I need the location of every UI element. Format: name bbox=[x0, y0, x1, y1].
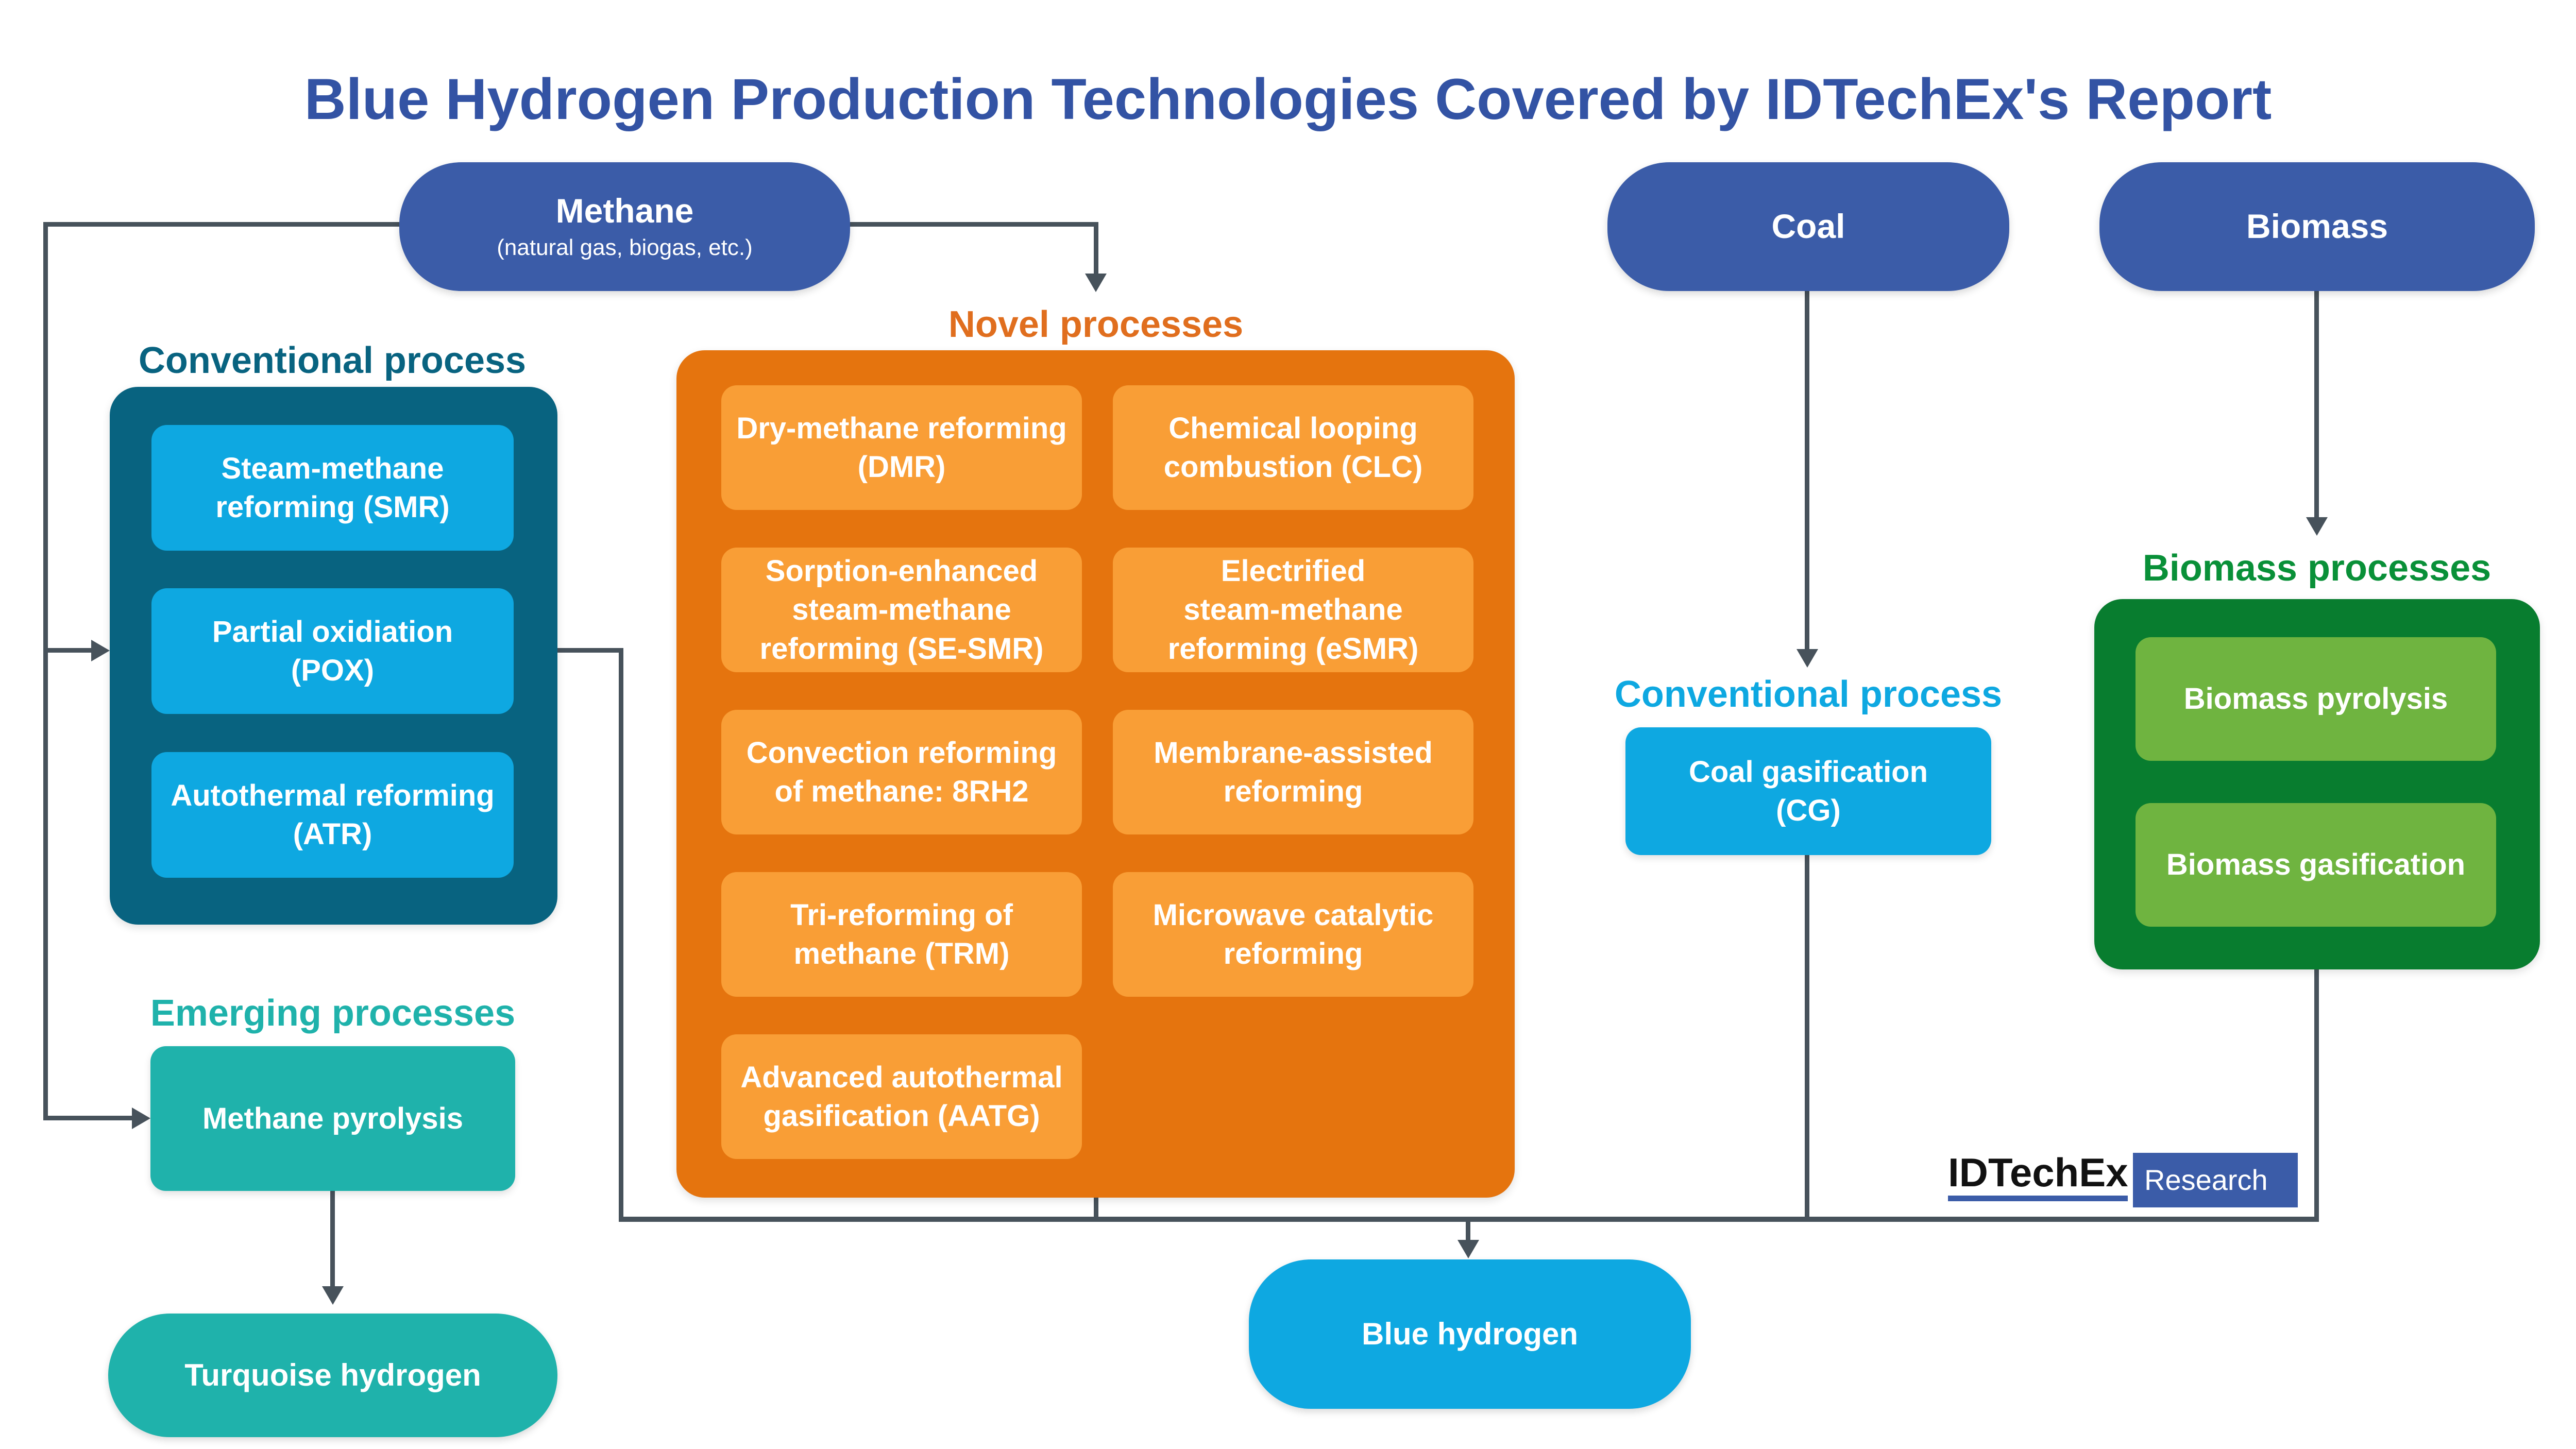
process-box-biomass-pyrolysis: Biomass pyrolysis bbox=[2136, 637, 2496, 761]
connector-rail-to-conventional bbox=[43, 648, 91, 653]
emerging-section-label: Emerging processes bbox=[150, 993, 516, 1034]
connector-bus-to-blue-hydrogen bbox=[1466, 1217, 1470, 1240]
coal-source-label: Coal bbox=[1771, 207, 1845, 246]
methane-source-sublabel: (natural gas, biogas, etc.) bbox=[497, 235, 753, 261]
connector-rail-to-methane-pyrolysis bbox=[43, 1116, 132, 1120]
process-box-atr: Autothermal reforming (ATR) bbox=[151, 752, 514, 878]
arrowhead-into-novel bbox=[1085, 274, 1107, 292]
connector-novel-to-bus bbox=[1094, 1198, 1098, 1222]
process-box-8rh2: Convection reforming of methane: 8RH2 bbox=[721, 710, 1082, 834]
methane-conventional-section-label: Conventional process bbox=[138, 340, 527, 381]
arrowhead-into-biomass-processes bbox=[2306, 517, 2328, 536]
process-box-aatg: Advanced autothermal gasification (AATG) bbox=[721, 1034, 1082, 1159]
connector-conventional-down bbox=[619, 648, 623, 1222]
connector-left-rail-to-methane bbox=[43, 222, 399, 227]
connector-left-rail bbox=[43, 222, 48, 1120]
page-title: Blue Hydrogen Production Technologies Co… bbox=[304, 67, 2272, 131]
connector-coal-to-bus bbox=[1805, 855, 1809, 1222]
biomass-source-pill: Biomass bbox=[2099, 162, 2535, 291]
arrowhead-into-conventional bbox=[91, 640, 110, 661]
arrowhead-into-methane-pyrolysis bbox=[132, 1107, 150, 1129]
blue-hydrogen-pill: Blue hydrogen bbox=[1249, 1259, 1691, 1409]
connector-conventional-out bbox=[557, 648, 623, 653]
process-box-membrane: Membrane-assisted reforming bbox=[1113, 710, 1473, 834]
methane-source-pill: Methane (natural gas, biogas, etc.) bbox=[399, 162, 850, 291]
arrowhead-into-blue-hydrogen bbox=[1458, 1240, 1479, 1258]
turquoise-hydrogen-pill: Turquoise hydrogen bbox=[108, 1314, 557, 1437]
arrowhead-into-coal-conventional bbox=[1797, 649, 1818, 668]
idtechex-research-badge: Research bbox=[2133, 1153, 2298, 1207]
arrowhead-into-turquoise bbox=[322, 1286, 344, 1305]
connector-coal-down bbox=[1805, 291, 1809, 649]
process-box-smr: Steam-methane reforming (SMR) bbox=[151, 425, 514, 551]
process-box-microwave: Microwave catalytic reforming bbox=[1113, 872, 1473, 997]
process-box-se-smr: Sorption-enhanced steam-methane reformin… bbox=[721, 548, 1082, 672]
connector-novel-drop bbox=[1094, 222, 1098, 274]
methane-source-label: Methane bbox=[555, 191, 694, 230]
biomass-source-label: Biomass bbox=[2246, 207, 2388, 246]
process-box-biomass-gasification: Biomass gasification bbox=[2136, 803, 2496, 927]
connector-biomass-down bbox=[2314, 291, 2319, 517]
process-box-esmr: Electrified steam-methane reforming (eSM… bbox=[1113, 548, 1473, 672]
coal-conventional-section-label: Conventional process bbox=[1614, 674, 2003, 715]
novel-section-label: Novel processes bbox=[948, 304, 1244, 345]
process-box-trm: Tri-reforming of methane (TRM) bbox=[721, 872, 1082, 997]
coal-source-pill: Coal bbox=[1607, 162, 2009, 291]
process-box-dmr: Dry-methane reforming (DMR) bbox=[721, 385, 1082, 510]
biomass-section-label: Biomass processes bbox=[2142, 548, 2492, 589]
process-box-coal-gasification: Coal gasification (CG) bbox=[1625, 727, 1991, 855]
process-box-methane-pyrolysis: Methane pyrolysis bbox=[150, 1046, 515, 1191]
process-box-pox: Partial oxidiation (POX) bbox=[151, 588, 514, 714]
process-box-clc: Chemical looping combustion (CLC) bbox=[1113, 385, 1473, 510]
idtechex-logo-text: IDTechEx bbox=[1948, 1150, 2128, 1195]
idtechex-logo-underline bbox=[1948, 1196, 2128, 1201]
connector-biomass-to-bus bbox=[2314, 969, 2319, 1222]
connector-methane-to-novel bbox=[850, 222, 1098, 227]
connector-pyrolysis-to-turquoise bbox=[330, 1191, 335, 1286]
